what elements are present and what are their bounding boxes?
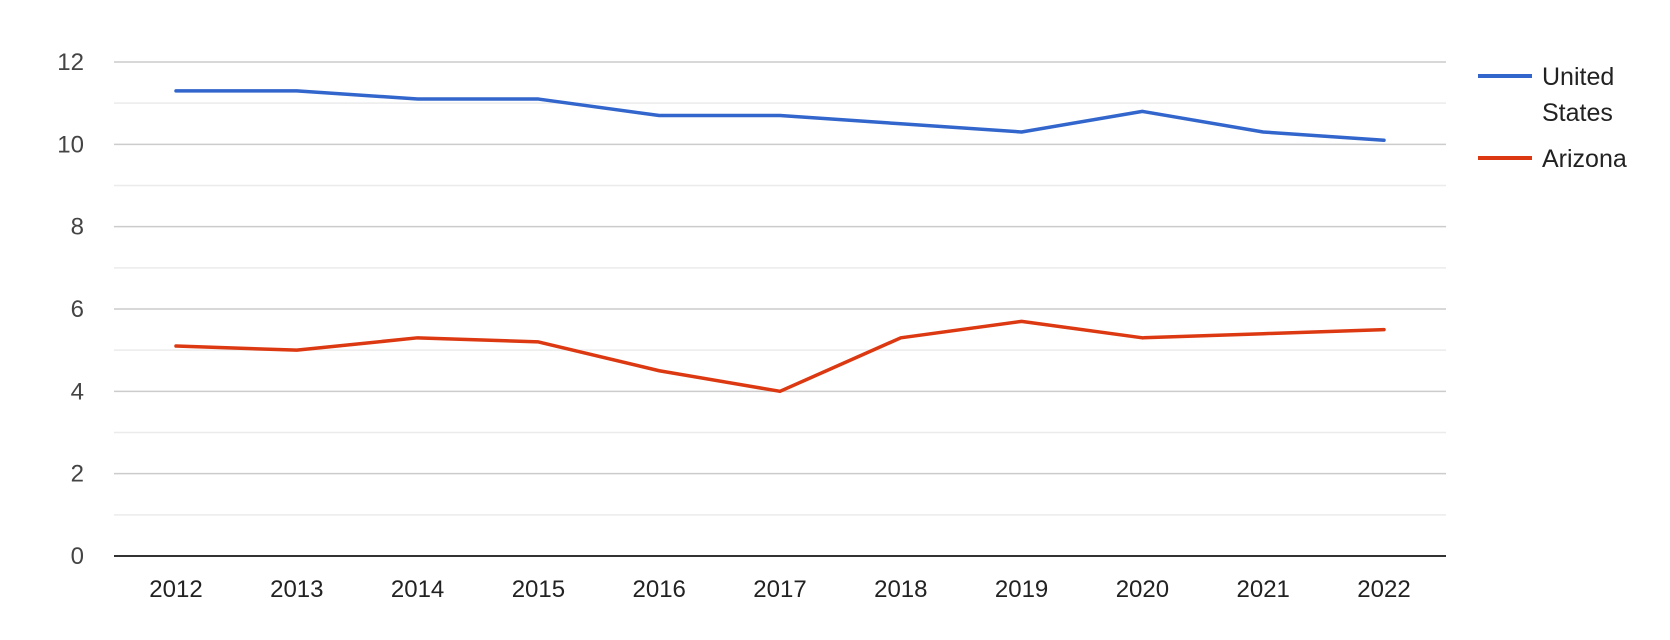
y-tick-label: 2: [71, 461, 84, 488]
y-tick-label: 0: [71, 543, 84, 570]
legend: United States Arizona: [1478, 63, 1627, 173]
x-tick-label: 2015: [512, 576, 565, 603]
series-line-arizona: [174, 319, 1386, 394]
y-tick-label: 8: [71, 214, 84, 241]
x-tick-label: 2016: [633, 576, 686, 603]
y-tick-label: 4: [71, 378, 84, 405]
x-tick-label: 2013: [270, 576, 323, 603]
x-tick-label: 2021: [1237, 576, 1290, 603]
y-tick-label: 6: [71, 296, 84, 323]
series-line-united-states: [174, 89, 1386, 142]
gridlines: [114, 61, 1446, 516]
legend-label-united-states: United States: [1542, 63, 1614, 127]
x-axis-ticks: 2012 2013 2014 2015 2016 2017 2018 2019 2020 2021…: [149, 576, 1410, 603]
x-tick-label: 2019: [995, 576, 1048, 603]
x-tick-label: 2020: [1116, 576, 1169, 603]
x-tick-label: 2018: [874, 576, 927, 603]
y-tick-label: 10: [57, 131, 84, 158]
y-axis-ticks: 0 2 4 6 8 10 12: [57, 49, 84, 570]
x-tick-label: 2012: [149, 576, 202, 603]
x-tick-label: 2017: [753, 576, 806, 603]
x-tick-label: 2014: [391, 576, 444, 603]
series-lines: [174, 89, 1386, 394]
y-tick-label: 12: [57, 49, 84, 76]
x-tick-label: 2022: [1357, 576, 1410, 603]
legend-label-arizona: Arizona: [1542, 145, 1627, 173]
